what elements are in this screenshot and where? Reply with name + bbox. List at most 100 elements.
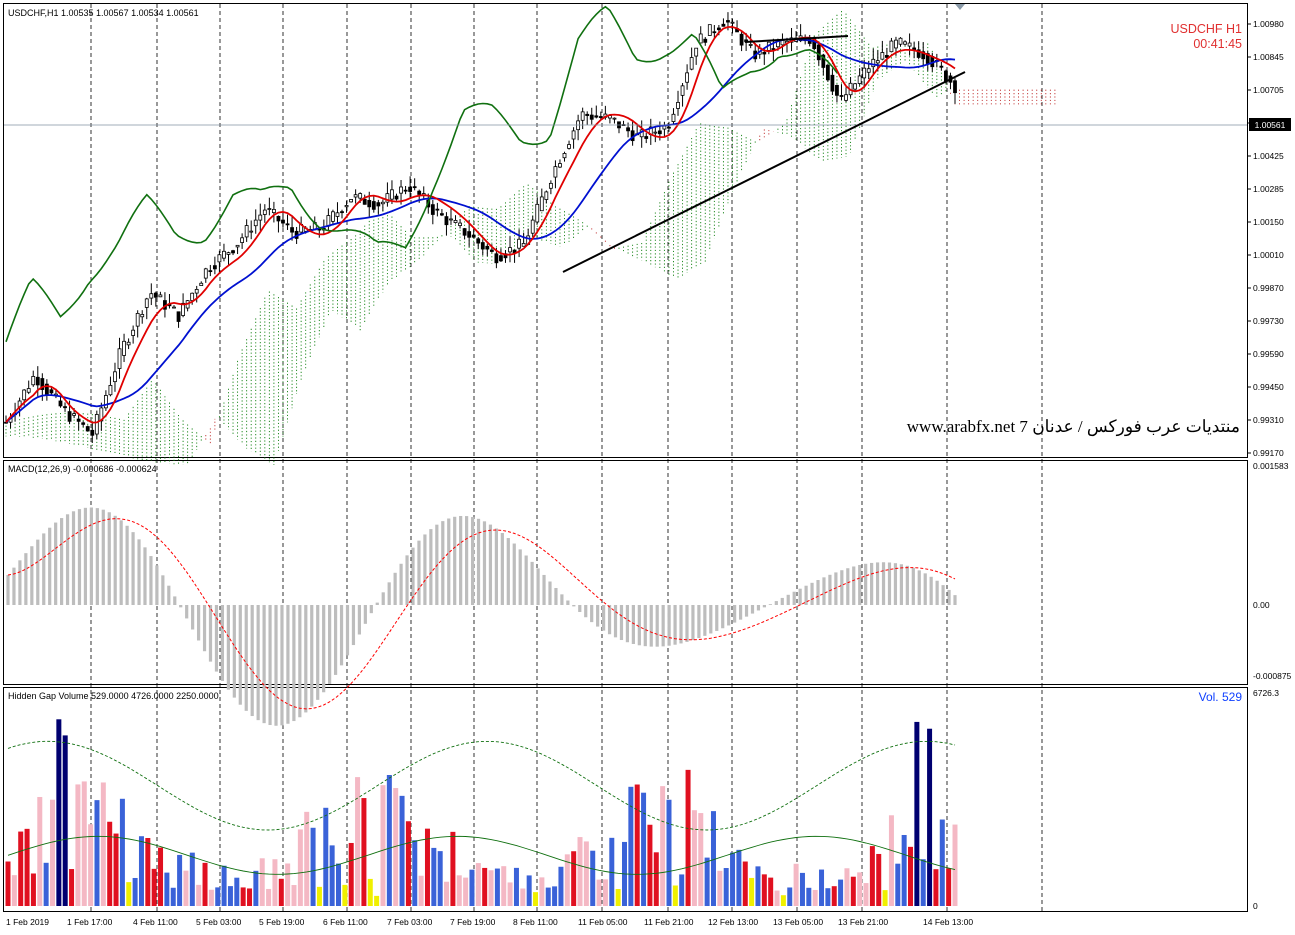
volume-bar [583, 841, 589, 906]
macd-histogram-bar [65, 514, 70, 605]
volume-bar [577, 837, 583, 906]
candle-body [226, 252, 231, 255]
volume-bar [768, 877, 774, 906]
volume-bar [151, 868, 157, 906]
volume-value-label: Vol. 529 [1199, 690, 1243, 704]
macd-histogram-bar [780, 597, 784, 605]
price-tick-label: 0.99870 [1253, 283, 1284, 293]
candle-body [835, 84, 839, 96]
time-label: 1 Feb 17:00 [67, 917, 113, 927]
candle-body [453, 220, 458, 223]
top-trendline[interactable] [744, 35, 849, 43]
rising-trendline[interactable] [562, 71, 966, 273]
volume-bar [405, 821, 411, 906]
volume-bar [437, 851, 443, 906]
volume-bar [908, 846, 914, 906]
candle-body [317, 228, 322, 231]
candle-body [94, 414, 99, 435]
candle-body [26, 388, 31, 393]
candle-body [880, 52, 885, 60]
candle-body [676, 102, 680, 109]
volume-header: Hidden Gap Volume 529.0000 4726.0000 225… [8, 691, 219, 701]
candle-body [458, 222, 462, 226]
volume-bar [691, 810, 697, 906]
candle-body [694, 47, 699, 57]
candle-body [344, 205, 349, 208]
candle-body [685, 72, 690, 83]
candle-body [585, 113, 590, 116]
candle-body [22, 389, 27, 401]
macd-tick-label: 0.001583 [1253, 461, 1289, 471]
macd-histogram-bar [363, 605, 367, 624]
candle-body [598, 116, 603, 118]
volume-bar [475, 863, 481, 906]
macd-histogram-bar [143, 547, 147, 605]
candle-body [558, 163, 562, 168]
volume-bar [386, 775, 392, 906]
macd-histogram-bar [536, 568, 540, 605]
chart-shift-marker[interactable] [955, 4, 965, 10]
candle-body [103, 395, 108, 409]
macd-histogram-bar [351, 605, 356, 646]
candle-body [825, 64, 830, 81]
volume-bar [838, 879, 844, 906]
symbol-label: USDCHF H1 [1170, 22, 1242, 36]
candle-body [430, 204, 435, 215]
volume-bar [69, 869, 75, 906]
candle-body [844, 94, 848, 101]
candle-body [63, 406, 67, 409]
candle-body [58, 400, 63, 407]
macd-histogram-bar [89, 507, 93, 605]
macd-histogram-bar [18, 560, 22, 605]
macd-histogram-bar [161, 575, 165, 605]
macd-histogram-bar [322, 605, 326, 693]
volume-tick-label: 0 [1253, 901, 1258, 911]
volume-bar [310, 827, 316, 906]
macd-histogram-bar [607, 605, 612, 635]
current-price-label: 1.00561 [1255, 120, 1286, 130]
volume-bar [424, 828, 430, 906]
volume-bar [920, 859, 926, 906]
volume-bar [259, 858, 265, 906]
macd-histogram-bar [929, 576, 933, 605]
volume-bar [558, 866, 564, 906]
volume-bar [37, 796, 43, 906]
candle-body [203, 268, 208, 279]
volume-bar [88, 824, 94, 906]
macd-histogram-bar [441, 521, 445, 605]
volume-bar [335, 863, 341, 906]
candle-body [712, 31, 717, 34]
volume-bar [539, 877, 545, 906]
macd-histogram-bar [173, 596, 177, 605]
candle-body [253, 219, 258, 227]
volume-bar [469, 869, 475, 906]
candle-body [494, 253, 499, 264]
candle-body [698, 33, 703, 44]
price-tick-label: 0.99730 [1253, 316, 1284, 326]
candle-body [889, 40, 894, 53]
volume-bar [24, 828, 30, 906]
time-label: 8 Feb 11:00 [513, 917, 558, 927]
time-label: 4 Feb 11:00 [133, 917, 178, 927]
macd-histogram-bar [619, 605, 624, 641]
candle-body [44, 383, 49, 395]
candle-body [489, 249, 494, 252]
macd-histogram-bar [601, 605, 606, 631]
time-label: 13 Feb 05:00 [773, 917, 823, 927]
volume-bar [291, 885, 297, 906]
candle-body [335, 212, 340, 217]
candle-body [67, 411, 72, 422]
macd-histogram-bar [756, 605, 761, 611]
volume-bar [374, 895, 380, 906]
volume-bar [507, 882, 513, 906]
price-tick-label: 1.00150 [1253, 217, 1284, 227]
volume-bar [717, 870, 723, 906]
time-label: 5 Feb 19:00 [259, 917, 305, 927]
macd-panel [6, 507, 957, 726]
candle-body [449, 218, 453, 221]
macd-histogram-bar [369, 605, 373, 614]
macd-histogram-bar [316, 605, 320, 700]
volume-bar [927, 728, 933, 906]
macd-histogram-bar [411, 547, 415, 605]
